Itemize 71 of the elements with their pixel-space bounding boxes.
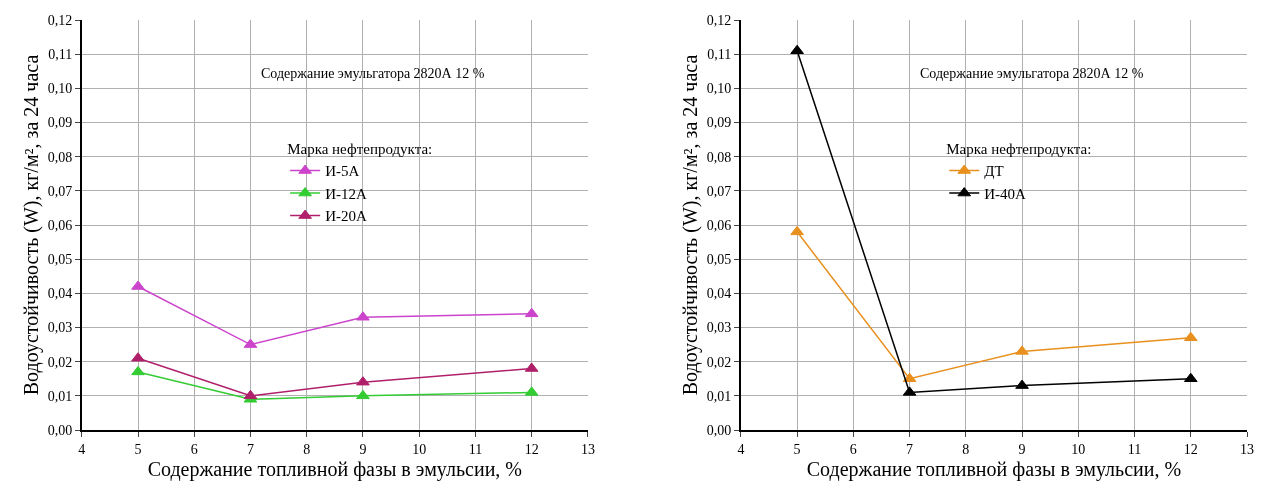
x-tick-label: 11 xyxy=(468,441,483,457)
x-tick-label: 9 xyxy=(359,441,367,457)
y-tick-label: 0,05 xyxy=(706,252,732,268)
y-tick-label: 0,09 xyxy=(706,115,732,131)
x-tick-label: 7 xyxy=(906,441,914,457)
y-axis-title: Водоустойчивость (W), кг/м², за 24 часа xyxy=(678,54,702,396)
x-tick-label: 8 xyxy=(962,441,970,457)
y-tick-label: 0,06 xyxy=(47,217,73,233)
x-tick-label: 5 xyxy=(134,441,142,457)
y-tick-label: 0,12 xyxy=(706,12,732,28)
legend-label: ДТ xyxy=(984,163,1004,180)
point xyxy=(1015,345,1029,355)
y-tick-label: 0,00 xyxy=(706,422,732,438)
y-tick-label: 0,06 xyxy=(706,217,732,233)
x-tick-label: 10 xyxy=(1071,441,1086,457)
x-tick-label: 9 xyxy=(1018,441,1026,457)
y-tick-label: 0,03 xyxy=(706,320,732,336)
legend-label: И-20А xyxy=(325,208,367,225)
y-tick-label: 0,04 xyxy=(706,286,732,302)
point xyxy=(243,389,258,400)
legend-label: И-40А xyxy=(984,185,1027,202)
y-tick-label: 0,02 xyxy=(47,354,73,370)
annotation: Содержание эмульгатора 2820А 12 % xyxy=(261,66,485,81)
legend-title: Марка нефтепродукта: xyxy=(946,141,1092,158)
x-tick-label: 12 xyxy=(524,441,539,457)
legend-label: И-5А xyxy=(325,163,360,180)
point xyxy=(131,352,145,362)
y-tick-label: 0,05 xyxy=(47,252,73,268)
point xyxy=(1015,379,1029,389)
y-tick-label: 0,07 xyxy=(47,183,73,199)
y-tick-label: 0,11 xyxy=(48,47,73,63)
point xyxy=(790,44,804,54)
y-tick-label: 0,03 xyxy=(47,320,73,336)
point xyxy=(524,307,539,318)
point xyxy=(356,311,370,321)
x-axis-title: Содержание топливной фазы в эмульсии, % xyxy=(147,457,522,481)
point xyxy=(356,376,370,386)
x-tick-label: 7 xyxy=(246,441,254,457)
x-tick-label: 12 xyxy=(1183,441,1198,457)
x-tick-label: 10 xyxy=(412,441,427,457)
y-tick-label: 0,11 xyxy=(707,47,732,63)
y-tick-label: 0,12 xyxy=(47,12,73,28)
x-tick-label: 8 xyxy=(303,441,311,457)
legend-label: И-12А xyxy=(325,185,367,202)
x-tick-label: 4 xyxy=(737,441,745,457)
point xyxy=(131,280,145,290)
y-tick-label: 0,10 xyxy=(706,81,732,97)
y-tick-label: 0,01 xyxy=(47,388,73,404)
y-tick-label: 0,10 xyxy=(47,81,73,97)
annotation: Содержание эмульгатора 2820А 12 % xyxy=(920,66,1144,81)
y-tick-label: 0,07 xyxy=(706,183,732,199)
y-tick-label: 0,02 xyxy=(706,354,732,370)
y-tick-label: 0,04 xyxy=(47,286,73,302)
legend-title: Марка нефтепродукта: xyxy=(287,141,433,158)
y-axis-title: Водоустойчивость (W), кг/м², за 24 часа xyxy=(19,54,43,396)
x-tick-label: 13 xyxy=(1240,441,1254,457)
y-tick-label: 0,08 xyxy=(47,149,73,165)
x-tick-label: 11 xyxy=(1127,441,1142,457)
x-tick-label: 5 xyxy=(793,441,801,457)
y-tick-label: 0,00 xyxy=(47,422,73,438)
y-tick-label: 0,01 xyxy=(706,388,732,404)
point xyxy=(131,365,145,376)
point xyxy=(356,389,370,400)
x-tick-label: 4 xyxy=(78,441,86,457)
x-tick-label: 13 xyxy=(580,441,595,457)
y-tick-label: 0,09 xyxy=(47,115,73,131)
x-axis-title: Содержание топливной фазы в эмульсии, % xyxy=(806,457,1182,481)
point xyxy=(790,225,804,236)
x-tick-label: 6 xyxy=(849,441,857,457)
y-tick-label: 0,08 xyxy=(706,149,732,165)
x-tick-label: 6 xyxy=(190,441,198,457)
